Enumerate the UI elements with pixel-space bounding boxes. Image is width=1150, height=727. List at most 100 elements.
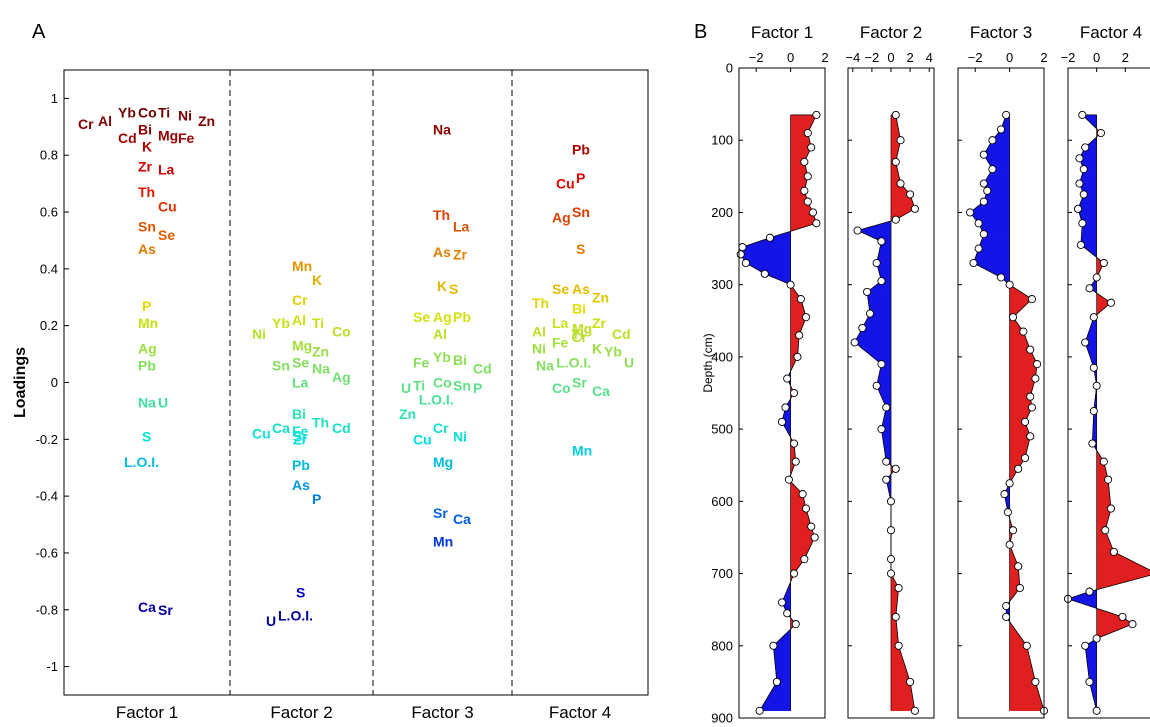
element-loading-label: P	[312, 491, 321, 507]
element-loading-label: Yb	[272, 315, 290, 331]
y-tick-label: 0.4	[40, 261, 58, 276]
x-category-label: Factor 2	[270, 703, 332, 722]
x-tick-label: 0	[1093, 50, 1100, 65]
score-point	[736, 250, 745, 259]
element-loading-label: Fe	[292, 423, 309, 439]
score-point	[755, 706, 764, 715]
element-loading-label: Cu	[252, 426, 271, 442]
score-point	[974, 219, 983, 228]
score-point	[979, 197, 988, 206]
score-point	[765, 233, 775, 242]
score-point	[910, 706, 919, 715]
score-point	[1005, 479, 1014, 488]
score-area	[881, 428, 892, 462]
score-point	[1085, 587, 1094, 596]
score-point	[1026, 345, 1035, 354]
element-loading-label: Ni	[178, 107, 192, 123]
element-loading-label: Al	[433, 326, 447, 342]
score-point	[1081, 143, 1090, 152]
score-line	[1066, 114, 1150, 711]
y-tick-label: 0	[51, 375, 58, 390]
score-point	[1076, 240, 1085, 249]
element-loading-label: Se	[292, 355, 309, 371]
score-point	[812, 110, 821, 119]
score-point	[1085, 284, 1094, 293]
score-point	[965, 208, 975, 217]
score-point	[1014, 464, 1023, 473]
score-point	[886, 569, 896, 578]
score-area	[1084, 645, 1097, 683]
element-loading-label: Al	[98, 113, 112, 129]
x-category-label: Factor 4	[549, 703, 611, 722]
score-point	[877, 425, 886, 434]
element-loading-label: U	[266, 613, 276, 629]
score-point	[738, 243, 747, 252]
score-point	[741, 258, 750, 268]
x-tick-label: −2	[864, 50, 879, 65]
y-tick-label: 0.8	[40, 148, 58, 163]
score-point	[1027, 295, 1037, 304]
element-loading-label: Yb	[433, 349, 451, 365]
element-loading-label: Ca	[592, 383, 610, 399]
score-point	[1003, 508, 1012, 517]
x-tick-label: 2	[906, 50, 913, 65]
element-loading-label: U	[624, 355, 634, 371]
element-loading-label: Zn	[399, 406, 416, 422]
element-loading-label: U	[401, 380, 411, 396]
depth-tick-label: 600	[711, 494, 733, 509]
score-area	[1096, 551, 1150, 574]
score-point	[858, 323, 867, 333]
element-loading-label: Cu	[556, 176, 575, 192]
element-loading-label: Cd	[332, 420, 351, 436]
score-point	[865, 309, 875, 318]
score-point	[800, 157, 809, 166]
score-point	[781, 403, 790, 412]
score-point	[906, 190, 915, 199]
score-point	[877, 277, 886, 286]
element-loading-label: S	[576, 241, 585, 257]
score-point	[777, 417, 787, 426]
score-point	[1128, 620, 1137, 629]
element-loading-label: Zr	[138, 159, 153, 175]
score-point	[891, 612, 900, 621]
score-point	[783, 609, 792, 618]
score-point	[1081, 338, 1090, 347]
depth-tick-label: 0	[726, 61, 733, 76]
element-loading-label: Sr	[572, 375, 587, 391]
element-loading-label: Pb	[292, 457, 310, 473]
element-loading-label: L.O.I.	[124, 454, 159, 470]
score-area	[1009, 681, 1045, 712]
x-category-label: Factor 1	[116, 703, 178, 722]
score-point	[886, 555, 896, 564]
score-point	[1075, 179, 1084, 188]
score-point	[1099, 457, 1108, 466]
score-point	[863, 287, 872, 296]
panel-frame	[957, 67, 1045, 719]
score-point	[988, 136, 997, 145]
element-loading-label: S	[449, 281, 458, 297]
element-loading-label: Zn	[198, 113, 215, 129]
x-tick-label: 4	[926, 50, 933, 65]
element-loading-label: Mg	[433, 454, 453, 470]
element-loading-label: Cr	[571, 329, 587, 345]
element-loading-label: Mn	[138, 315, 158, 331]
panel-frame	[847, 67, 935, 719]
element-loading-label: Mn	[292, 258, 312, 274]
score-point	[1027, 403, 1037, 412]
score-point	[1092, 634, 1101, 643]
score-point	[769, 641, 778, 650]
score-point	[1031, 374, 1040, 383]
element-loading-label: Na	[433, 122, 451, 138]
score-point	[1078, 110, 1087, 119]
y-tick-label: -0.6	[36, 545, 58, 560]
score-point	[1075, 154, 1084, 163]
element-loading-label: Na	[312, 360, 330, 376]
score-area	[759, 681, 791, 712]
element-loading-label: Th	[138, 184, 155, 200]
element-loading-label: K	[142, 139, 152, 155]
element-loading-label: Th	[433, 207, 450, 223]
element-loading-label: Bi	[453, 352, 467, 368]
score-point	[1019, 327, 1028, 336]
panel-frame	[738, 67, 826, 719]
